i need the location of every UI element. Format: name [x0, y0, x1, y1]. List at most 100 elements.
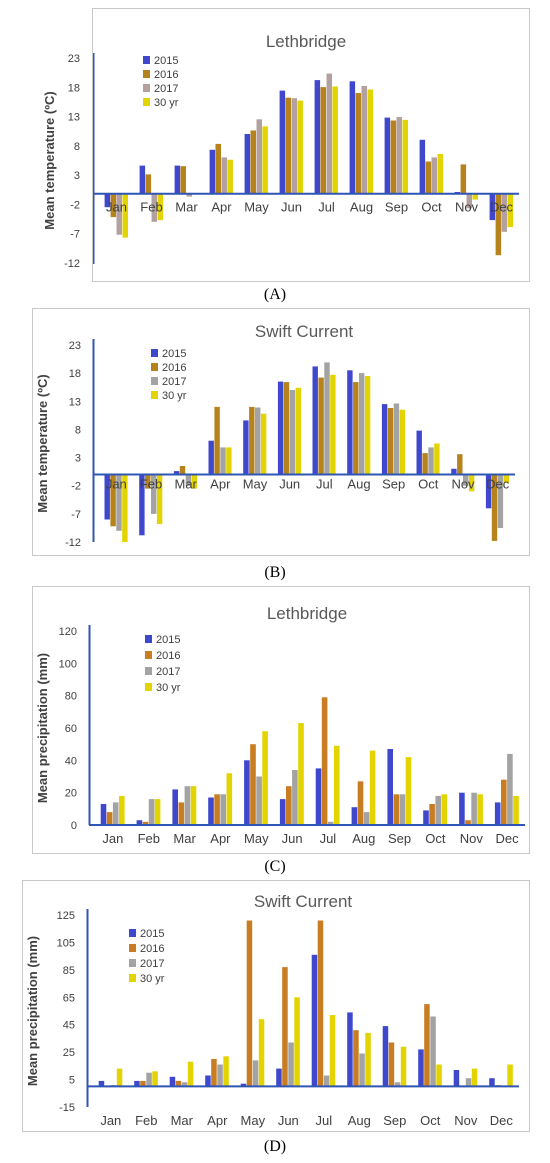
bar-30yr-Jul	[329, 1015, 336, 1087]
y-tick-label: 18	[69, 368, 81, 380]
legend-label: 2015	[140, 928, 164, 940]
x-tick-label: Jun	[282, 831, 303, 846]
bar-2015-Sep	[382, 1026, 389, 1087]
y-tick-label: 18	[68, 82, 80, 94]
x-tick-label: Jun	[278, 1113, 299, 1128]
legend-swatch	[129, 944, 136, 952]
bar-2015-Mar	[173, 471, 180, 475]
bar-2017-Apr	[220, 794, 226, 825]
bar-2015-Sep	[387, 749, 393, 825]
bar-2016-Oct	[429, 804, 435, 825]
bar-2016-Jun	[282, 967, 288, 1087]
bar-2017-Sep	[399, 794, 406, 825]
bar-2017-Oct	[428, 447, 434, 475]
bar-30yr-Jul	[334, 745, 340, 825]
bar-2017-Dec	[497, 474, 504, 528]
x-tick-label: Feb	[140, 200, 162, 215]
bar-30yr-Feb	[152, 1071, 158, 1087]
bar-2017-Sep	[393, 403, 400, 475]
chart-c: Lethbridge Mean precipitation (mm) 0 20 40 60…	[35, 604, 525, 846]
legend-swatch	[145, 635, 152, 643]
bar-30yr-Oct	[441, 794, 448, 825]
bar-2016-Jun	[285, 97, 291, 194]
bar-2015-Feb	[139, 474, 145, 536]
y-tick-label: 23	[68, 53, 80, 65]
bar-2017-Mar	[181, 1082, 188, 1087]
bar-2015-Aug	[351, 807, 358, 825]
x-tick-label: Nov	[454, 1113, 478, 1128]
bar-2016-Sep	[393, 794, 400, 825]
legend-swatch	[143, 56, 150, 64]
bar-2017-Mar	[186, 193, 192, 197]
x-tick-label: Oct	[418, 476, 439, 491]
bar-2017-Jul	[326, 73, 332, 194]
x-tick-label: Feb	[138, 831, 160, 846]
bar-30yr-Mar	[190, 786, 197, 825]
legend-swatch	[129, 959, 136, 967]
bar-2015-Jul	[312, 366, 318, 475]
bar-2017-May	[256, 776, 262, 825]
bar-2015-May	[244, 760, 250, 825]
bar-30yr-Jul	[332, 86, 338, 194]
bar-30yr-Oct	[436, 1064, 442, 1087]
x-tick-label: Nov	[455, 200, 479, 215]
bar-2015-Oct	[423, 810, 429, 825]
bar-2015-Jul	[315, 768, 322, 825]
legend-label: 2017	[156, 666, 180, 678]
bar-30yr-Dec	[507, 193, 513, 228]
bar-2015-Mar	[169, 1076, 176, 1087]
legend-label: 2017	[140, 958, 164, 970]
x-tick-label: Jun	[279, 476, 300, 491]
bar-2016-Sep	[387, 408, 394, 475]
bar-30yr-Apr	[227, 159, 233, 194]
x-tick-label: Jul	[316, 476, 333, 491]
y-tick-label: -2	[70, 199, 80, 211]
chart-panel-d: Swift Current Mean precipitation (mm) -15 5…	[22, 880, 530, 1132]
bar-30yr-Feb	[157, 193, 163, 221]
y-tick-label: 125	[57, 910, 75, 922]
y-tick-label: 20	[65, 788, 77, 800]
legend-swatch	[151, 377, 158, 385]
bar-2016-Oct	[425, 161, 432, 194]
bar-2015-Apr	[208, 797, 214, 825]
bar-2016-Feb	[140, 1080, 146, 1087]
bar-2016-Jul	[321, 697, 328, 825]
chart-panel-c: Lethbridge Mean precipitation (mm) 0 20 40 60…	[32, 586, 530, 854]
bar-2016-Nov	[460, 164, 467, 194]
x-tick-label: Aug	[348, 1113, 371, 1128]
x-tick-label: Jan	[106, 200, 127, 215]
bar-2017-Aug	[361, 85, 367, 194]
bar-2015-Aug	[347, 1012, 353, 1087]
legend-swatch	[143, 98, 150, 106]
bar-2015-Mar	[172, 789, 178, 825]
bar-2017-Jan	[116, 474, 122, 531]
bar-2016-Feb	[145, 474, 151, 489]
bar-2016-May	[246, 920, 253, 1087]
bar-2017-Nov	[463, 474, 469, 486]
chart-title: Swift Current	[255, 322, 354, 341]
panel-label-b: (B)	[264, 564, 286, 581]
bar-2017-Oct	[431, 157, 437, 194]
bar-30yr-Aug	[364, 376, 371, 475]
bar-2017-Jun	[292, 770, 298, 825]
bar-2016-Oct	[424, 1004, 430, 1087]
bar-2017-Dec	[507, 753, 513, 825]
bar-2017-May	[255, 407, 261, 475]
bar-2016-Dec	[491, 474, 498, 541]
y-tick-label: 3	[74, 170, 80, 182]
y-tick-label: -2	[71, 481, 81, 493]
bar-2015-Feb	[136, 820, 143, 825]
bar-2016-Feb	[145, 174, 152, 194]
bar-2016-Apr	[214, 406, 220, 475]
bar-2017-Sep	[394, 1082, 401, 1087]
x-tick-label: Jan	[100, 1113, 121, 1128]
y-tick-label: 8	[75, 424, 81, 436]
bar-2015-May	[240, 1083, 247, 1087]
bar-2016-Jun	[286, 786, 292, 825]
x-tick-label: Jun	[281, 200, 302, 215]
x-tick-label: Dec	[486, 476, 510, 491]
y-tick-label: 0	[71, 820, 77, 832]
chart-title: Lethbridge	[267, 604, 347, 623]
bar-2017-Aug	[359, 373, 365, 475]
bar-2015-May	[243, 420, 249, 475]
